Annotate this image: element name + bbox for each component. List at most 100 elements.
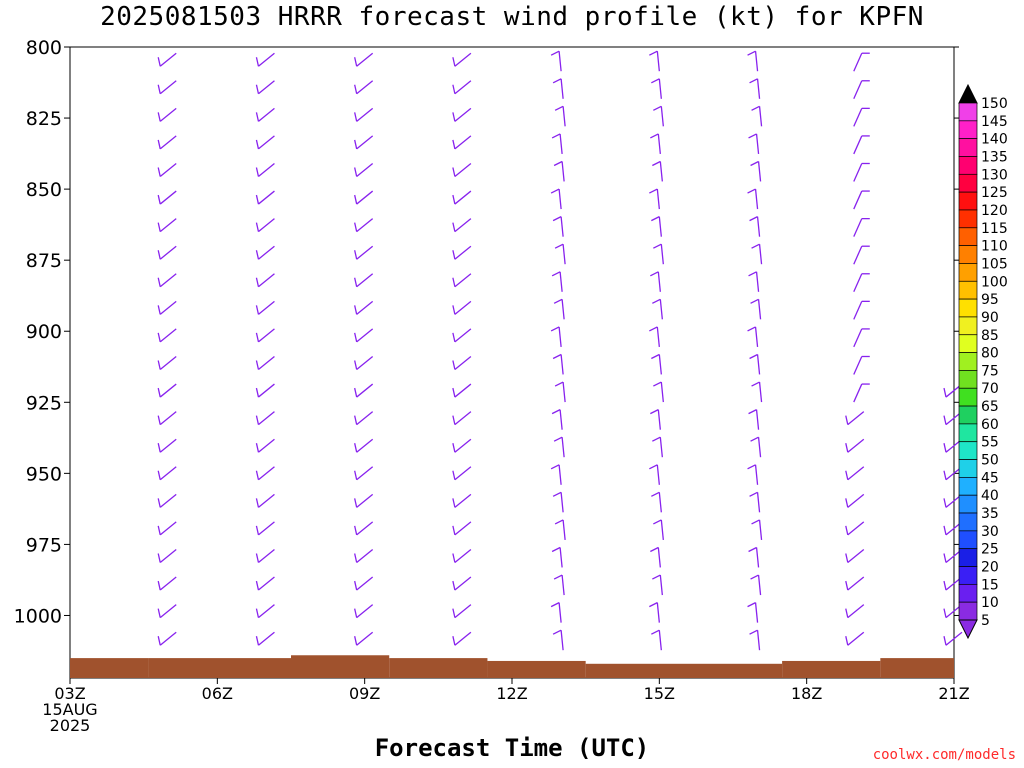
barb-flag bbox=[354, 112, 358, 122]
wind-barb bbox=[452, 190, 472, 205]
wind-barb bbox=[255, 52, 275, 67]
barb-flag bbox=[354, 608, 358, 618]
barb-shaft bbox=[454, 576, 472, 591]
barb-shaft bbox=[454, 604, 472, 619]
colorbar-segment bbox=[958, 173, 978, 193]
colorbar-label: 25 bbox=[981, 542, 999, 558]
barb-shaft bbox=[356, 190, 374, 205]
barb-shaft bbox=[356, 355, 374, 370]
wind-barb bbox=[157, 328, 177, 343]
colorbar-label: 85 bbox=[981, 328, 999, 344]
barb-shaft bbox=[853, 273, 863, 293]
wind-barb bbox=[354, 631, 374, 646]
barb-shaft bbox=[258, 604, 275, 619]
barb-shaft bbox=[847, 576, 865, 591]
barb-shaft bbox=[558, 326, 562, 347]
colorbar-segment bbox=[958, 156, 978, 175]
terrain-block bbox=[880, 658, 954, 678]
barb-shaft bbox=[754, 51, 759, 72]
barb-shaft bbox=[660, 381, 664, 403]
barb-flag bbox=[649, 602, 658, 608]
barb-flag bbox=[255, 167, 260, 177]
wind-barb bbox=[255, 107, 275, 122]
barb-flag bbox=[354, 250, 358, 260]
barb-flag bbox=[354, 553, 358, 563]
barb-shaft bbox=[656, 464, 660, 485]
wind-barb bbox=[255, 493, 275, 508]
barb-flag bbox=[651, 491, 660, 497]
barb-shaft bbox=[657, 271, 661, 292]
barb-flag bbox=[550, 602, 560, 608]
barb-shaft bbox=[757, 574, 762, 596]
wind-barb bbox=[550, 602, 562, 623]
barb-flag bbox=[157, 525, 161, 536]
barb-flag bbox=[650, 133, 659, 139]
wind-barb bbox=[853, 52, 870, 72]
barb-flag bbox=[649, 464, 658, 470]
wind-barb bbox=[354, 80, 374, 95]
barb-shaft bbox=[847, 631, 865, 646]
wind-barb bbox=[748, 271, 760, 292]
barb-flag bbox=[553, 436, 563, 442]
wind-barb bbox=[255, 328, 275, 343]
barb-shaft bbox=[560, 630, 564, 651]
barb-shaft bbox=[159, 273, 177, 288]
barb-flag bbox=[255, 57, 260, 67]
wind-barb bbox=[452, 80, 472, 95]
barb-shaft bbox=[853, 356, 863, 375]
wind-barb bbox=[552, 629, 564, 651]
barb-flag bbox=[452, 250, 456, 260]
barb-shaft bbox=[558, 602, 562, 623]
barb-shaft bbox=[560, 216, 564, 237]
wind-barb bbox=[157, 438, 177, 453]
barb-shaft bbox=[659, 299, 663, 320]
barb-flag bbox=[157, 305, 161, 315]
wind-barb bbox=[747, 602, 759, 623]
barb-flag bbox=[749, 491, 758, 497]
barb-flag bbox=[255, 305, 260, 315]
colorbar-label: 60 bbox=[981, 417, 999, 433]
wind-barb bbox=[157, 273, 177, 288]
colorbar-label: 150 bbox=[981, 96, 1008, 112]
barb-flag bbox=[651, 216, 660, 222]
wind-barb bbox=[751, 381, 763, 403]
barb-shaft bbox=[258, 383, 275, 398]
barb-flag bbox=[943, 443, 947, 453]
colorbar-label: 20 bbox=[981, 560, 999, 576]
wind-barb bbox=[853, 80, 870, 100]
y-tick-label: 850 bbox=[26, 179, 62, 201]
colorbar-top-arrow bbox=[958, 83, 978, 104]
barb-shaft bbox=[658, 630, 662, 651]
barb-shaft bbox=[159, 80, 177, 95]
barb-flag bbox=[751, 519, 760, 525]
barb-flag bbox=[354, 415, 358, 425]
wind-barb bbox=[354, 107, 374, 122]
wind-barb bbox=[452, 604, 472, 619]
barb-shaft bbox=[561, 161, 565, 182]
barb-shaft bbox=[562, 519, 566, 540]
wind-barb bbox=[650, 133, 661, 154]
wind-barb bbox=[554, 519, 566, 540]
barb-flag bbox=[452, 498, 456, 508]
barb-shaft bbox=[159, 438, 177, 453]
wind-barb bbox=[255, 411, 275, 426]
wind-barb bbox=[845, 438, 865, 453]
wind-barb bbox=[649, 602, 660, 623]
wind-barb bbox=[747, 326, 759, 347]
barb-flag bbox=[255, 470, 260, 480]
plot-frame bbox=[69, 46, 955, 679]
colorbar-segment bbox=[958, 459, 978, 478]
barb-flag bbox=[452, 139, 456, 150]
barb-shaft bbox=[159, 493, 177, 508]
credit-text[interactable]: coolwx.com/models bbox=[872, 747, 1016, 763]
barb-shaft bbox=[258, 548, 275, 563]
barb-shaft bbox=[159, 300, 177, 315]
barb-shaft bbox=[758, 519, 763, 540]
barb-shaft bbox=[847, 466, 865, 481]
wind-barb bbox=[652, 298, 663, 320]
barb-shaft bbox=[159, 135, 177, 150]
wind-barb bbox=[747, 50, 759, 72]
colorbar-label: 130 bbox=[981, 167, 1008, 183]
barb-flag bbox=[748, 409, 757, 415]
